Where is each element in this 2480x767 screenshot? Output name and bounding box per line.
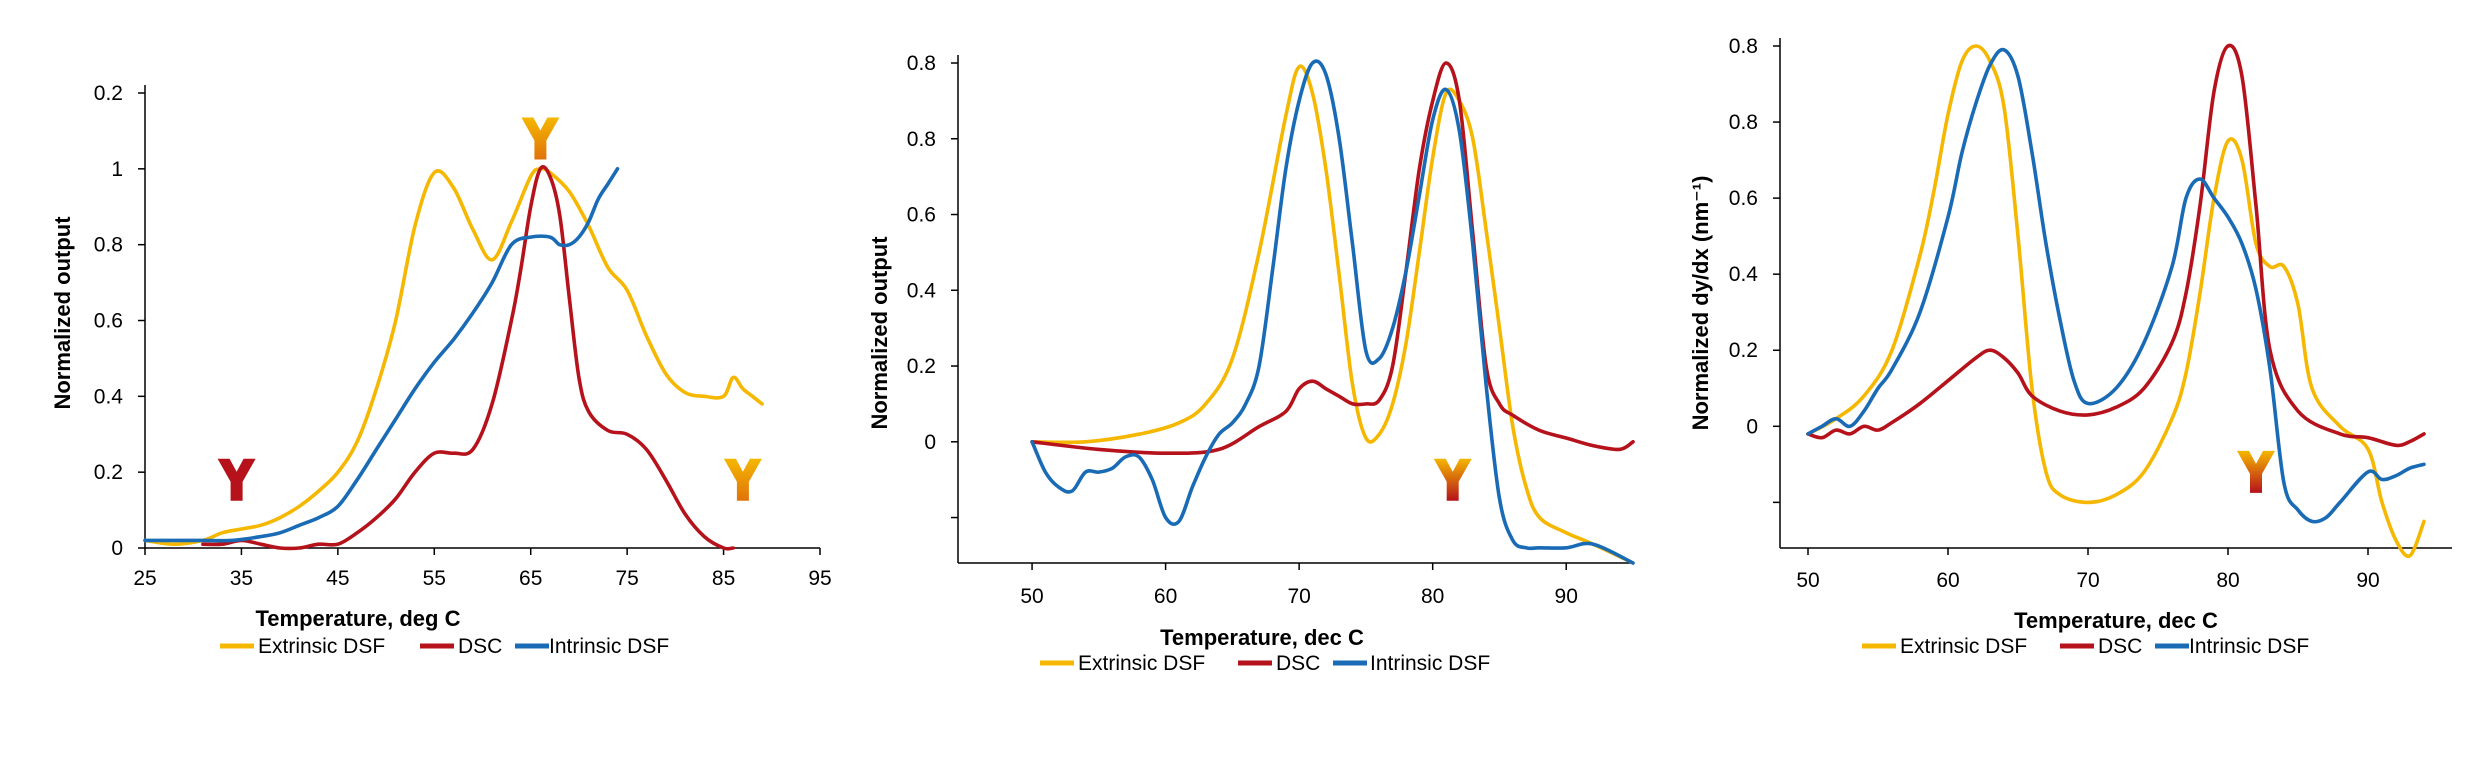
x-tick-label: 90 [1555,585,1578,608]
x-tick-label: 70 [2076,569,2099,592]
x-axis-label: Temperature, deg C [256,606,461,631]
legend-label-intrinsic: Intrinsic DSF [549,635,669,658]
antibody-y-shape [1433,458,1472,501]
y-tick-label: 0.8 [907,52,936,75]
x-tick-label: 50 [1020,585,1043,608]
series-line-extrinsic-dsf [1806,44,2426,558]
legend-label-extrinsic: Extrinsic DSF [258,635,385,658]
x-tick-label: 65 [519,567,542,590]
y-tick-label: 0.8 [1729,35,1758,58]
legend: Extrinsic DSF DSC Intrinsic DSF [1040,652,1490,675]
series-line-extrinsic-dsf [1030,64,1635,565]
legend-label-dsc: DSC [458,635,502,658]
legend-label-dsc: DSC [1276,652,1320,675]
x-tick-label: 45 [326,567,349,590]
x-axis-label: Temperature, dec C [2014,608,2218,633]
x-tick-label: 70 [1287,585,1310,608]
x-tick-label: 80 [2216,569,2239,592]
chart-panel-1: Normalized output Temperature, deg C Ext… [50,216,669,658]
x-tick-label: 25 [133,567,156,590]
y-axis-label: Normalized output [867,236,892,430]
legend: Extrinsic DSF DSC Intrinsic DSF [220,635,669,658]
y-tick-label: 0.6 [1729,187,1758,210]
y-tick-label: 0 [924,431,936,454]
antibody-y-shape [521,117,560,160]
legend-label-extrinsic: Extrinsic DSF [1078,652,1205,675]
y-tick-label: 1 [111,158,123,181]
series-line-dsc [1030,61,1635,456]
antibody-y-icon [1433,458,1472,501]
plot-area-2: 50 60 70 80 90 0 0.2 0.4 0.6 0.8 0.8 [907,52,1635,608]
x-tick-label: 60 [1936,569,1959,592]
x-tick-label: 55 [423,567,446,590]
y-tick-label: 0.4 [1729,263,1759,286]
legend-label-extrinsic: Extrinsic DSF [1900,635,2027,658]
legend-label-intrinsic: Intrinsic DSF [2189,635,2309,658]
chart-panel-2: Normalized output Temperature, dec C Ext… [867,236,1490,675]
x-axis-label: Temperature, dec C [1160,625,1364,650]
plot-area-3: 50 60 70 80 90 0 0.2 0.4 0.6 0.8 0.8 [1729,35,2452,592]
x-tick-label: 95 [808,567,831,590]
y-tick-label: 0.8 [94,234,123,257]
y-tick-label: 0.4 [907,279,937,302]
antibody-y-shape [2237,450,2275,493]
y-tick-label: 0.8 [1729,111,1758,134]
y-tick-label: 0.2 [94,461,123,484]
y-tick-label: 0.4 [94,385,124,408]
y-tick-label: 0.2 [907,355,936,378]
series-line-dsc [201,165,735,551]
y-tick-label: 0.6 [94,310,123,333]
chart-panel-3: Normalized dy/dx (nm⁻¹) Temperature, dec… [1688,176,2309,658]
x-tick-label: 75 [615,567,638,590]
y-tick-label: 0 [111,537,123,560]
antibody-y-icon [723,458,762,501]
y-tick-label: 0.8 [907,128,936,151]
legend-label-intrinsic: Intrinsic DSF [1370,652,1490,675]
antibody-y-shape [723,458,762,501]
x-tick-label: 60 [1154,585,1177,608]
antibody-y-icon [2237,450,2275,493]
y-tick-label: 0.2 [1729,339,1758,362]
plot-area-1: 25 35 45 55 65 75 85 95 0 0.2 0.4 0.6 0.8 1 0.2 [94,82,832,590]
x-tick-label: 35 [230,567,253,590]
antibody-y-icon [217,458,256,501]
y-axis-label: Normalized dy/dx (nm⁻¹) [1688,176,1713,431]
legend-label-dsc: DSC [2098,635,2142,658]
x-tick-label: 85 [712,567,735,590]
series-line-extrinsic-dsf [143,166,764,546]
y-tick-label: 0.2 [94,82,123,105]
y-axis-label: Normalized output [50,216,75,410]
series-line-dsc [1806,43,2426,448]
series-line-intrinsic-dsf [1030,59,1635,565]
x-tick-label: 90 [2356,569,2379,592]
y-tick-label: 0.6 [907,204,936,227]
antibody-y-icon [521,117,560,160]
series-line-intrinsic-dsf [1806,47,2426,524]
antibody-y-shape [217,458,256,501]
legend: Extrinsic DSF DSC Intrinsic DSF [1862,635,2309,658]
x-tick-label: 80 [1421,585,1444,608]
x-tick-label: 50 [1796,569,1819,592]
series-line-intrinsic-dsf [143,167,620,543]
y-tick-label: 0 [1746,415,1758,438]
